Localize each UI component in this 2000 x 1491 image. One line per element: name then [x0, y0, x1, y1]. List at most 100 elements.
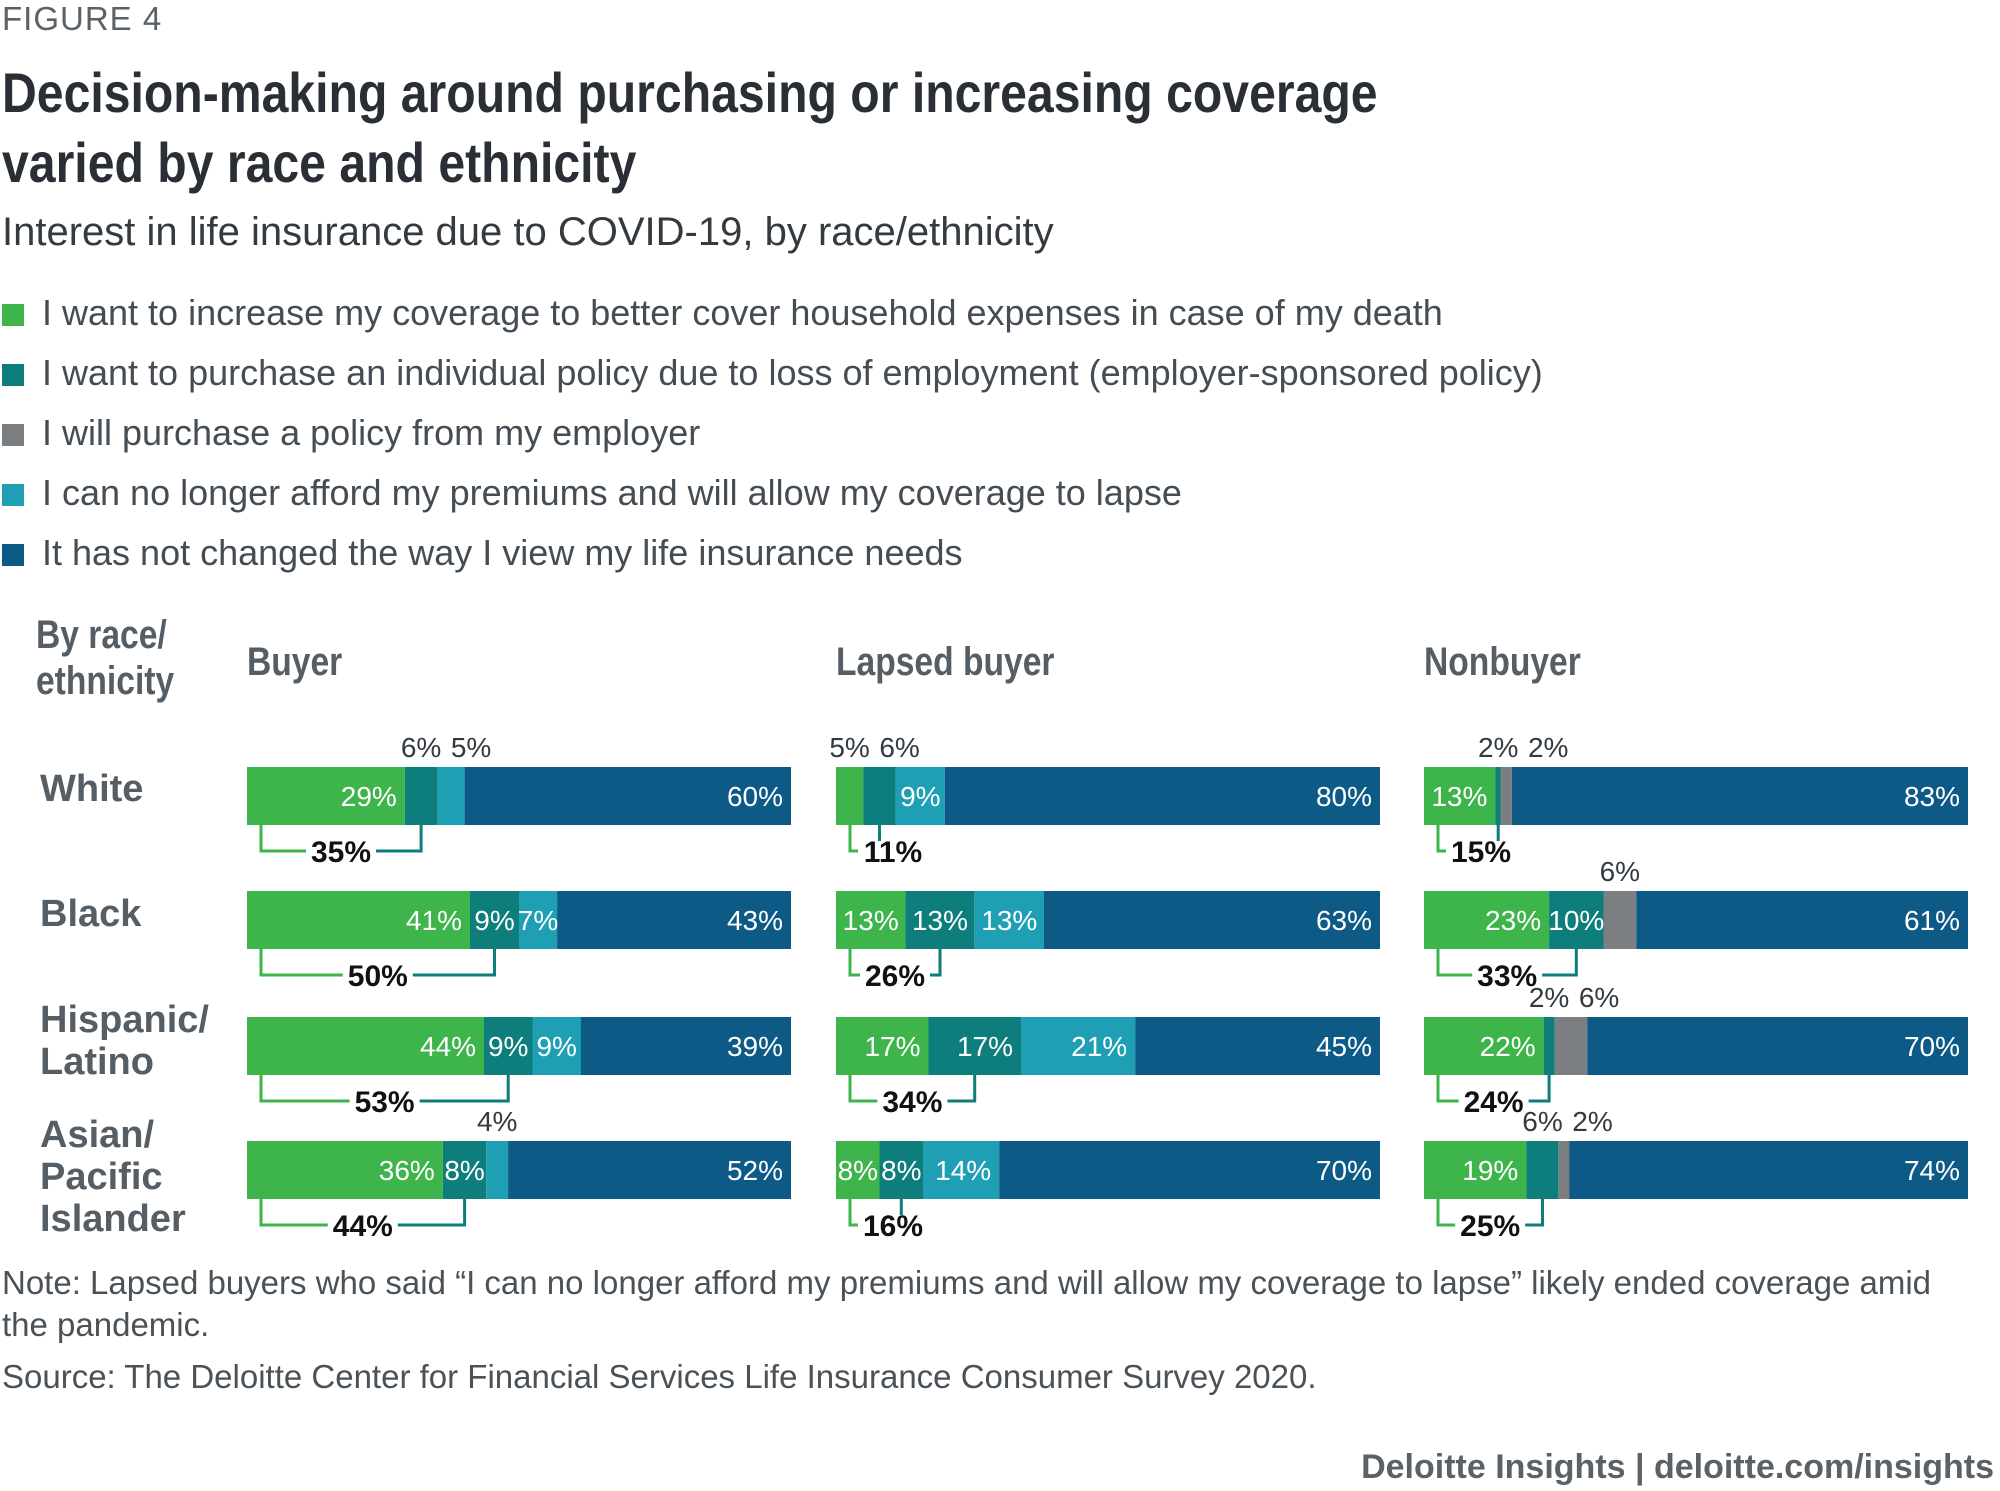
data-label: 29%: [341, 781, 397, 812]
sum-bracket-left: [259, 825, 306, 853]
row-label: White: [40, 768, 144, 810]
data-label: 4%: [477, 1106, 517, 1137]
bar-segment: [484, 1017, 533, 1075]
source-text: Source: The Deloitte Center for Financia…: [2, 1358, 1317, 1395]
sum-bracket-left: [259, 949, 343, 977]
bar-segment: [1021, 1017, 1136, 1075]
data-label: 21%: [1071, 1031, 1127, 1062]
sum-bracket-left: [848, 949, 860, 977]
data-label: 6%: [1522, 1106, 1562, 1137]
legend-swatch: [2, 304, 24, 326]
data-label: 70%: [1316, 1155, 1372, 1186]
bar-segment: [1424, 1141, 1527, 1199]
data-label: 9%: [474, 905, 514, 936]
bar-segment: [863, 767, 896, 825]
data-label: 83%: [1904, 781, 1960, 812]
data-label: 9%: [488, 1031, 528, 1062]
bar-segment: [1424, 1017, 1544, 1075]
data-label: 52%: [727, 1155, 783, 1186]
panel-title: Nonbuyer: [1424, 640, 1581, 684]
bar-segment: [580, 1017, 791, 1075]
bar-segment: [1511, 767, 1968, 825]
legend-swatch: [2, 544, 24, 566]
bar-segment: [1558, 1141, 1570, 1199]
bar-segment: [905, 891, 975, 949]
data-label: 9%: [536, 1031, 576, 1062]
row-label: Hispanic/ Latino: [40, 999, 209, 1083]
data-label: 36%: [379, 1155, 435, 1186]
bar-segment: [557, 891, 791, 949]
bar-segment: [944, 767, 1380, 825]
data-label: 74%: [1904, 1155, 1960, 1186]
data-label: 41%: [406, 905, 462, 936]
data-label: 39%: [727, 1031, 783, 1062]
sum-bracket-right: [1525, 1199, 1544, 1227]
legend-label: I can no longer afford my premiums and w…: [42, 472, 1182, 513]
data-label: 80%: [1316, 781, 1372, 812]
bar-segment: [437, 767, 465, 825]
note-text: Note: Lapsed buyers who said “I can no l…: [2, 1264, 1932, 1343]
bar-segment: [247, 1017, 484, 1075]
data-label: 8%: [838, 1155, 878, 1186]
data-label: 5%: [451, 732, 491, 763]
data-label: 2%: [1528, 732, 1568, 763]
sum-bracket-right: [397, 1199, 467, 1227]
legend-label: I will purchase a policy from my employe…: [42, 412, 701, 453]
data-label: 2%: [1572, 1106, 1612, 1137]
bar-segment: [247, 891, 470, 949]
data-label: 8%: [444, 1155, 484, 1186]
bar-segment: [247, 1141, 443, 1199]
sum-bracket-right: [930, 949, 942, 977]
data-label: 13%: [1431, 781, 1487, 812]
bar-segment: [999, 1141, 1380, 1199]
sum-label: 11%: [864, 836, 922, 869]
data-label: 13%: [843, 905, 899, 936]
sum-bracket-left: [1436, 1199, 1456, 1227]
bar-segment: [836, 1141, 880, 1199]
sum-label: 26%: [865, 960, 925, 993]
data-label: 5%: [829, 732, 869, 763]
bar-segment: [1135, 1017, 1380, 1075]
sum-label: 53%: [355, 1086, 415, 1119]
sum-bracket-right: [947, 1075, 977, 1103]
sum-bracket-left: [848, 1075, 878, 1103]
sum-bracket-left: [259, 1075, 350, 1103]
data-label: 17%: [864, 1031, 920, 1062]
data-label: 6%: [879, 732, 919, 763]
data-label: 8%: [881, 1155, 921, 1186]
figure-label: FIGURE 4: [2, 0, 163, 37]
legend-swatch: [2, 364, 24, 386]
data-label: 43%: [727, 905, 783, 936]
sum-bracket-right: [1528, 1075, 1551, 1103]
sum-bracket-left: [848, 825, 858, 853]
sum-label: 25%: [1460, 1210, 1520, 1243]
row-label: Black: [40, 893, 142, 935]
bar-segment: [464, 767, 791, 825]
bar-segment: [1495, 767, 1501, 825]
sum-bracket-left: [848, 1199, 858, 1227]
bar-segment: [1526, 1141, 1559, 1199]
branding: Deloitte Insights | deloitte.com/insight…: [1361, 1448, 1994, 1486]
sum-label: 16%: [863, 1210, 923, 1243]
sum-label: 35%: [311, 836, 371, 869]
data-label: 7%: [518, 905, 558, 936]
data-label: 19%: [1462, 1155, 1518, 1186]
bar-segment: [836, 891, 906, 949]
bar-segment: [486, 1141, 509, 1199]
bar-segment: [470, 891, 519, 949]
sum-label: 24%: [1464, 1086, 1524, 1119]
bar-segment: [1554, 1017, 1588, 1075]
data-label: 10%: [1548, 905, 1604, 936]
chart-title: Decision-making around purchasing or inc…: [2, 61, 1378, 194]
bar-segment: [247, 767, 405, 825]
bar-segment: [442, 1141, 487, 1199]
data-label: 13%: [981, 905, 1037, 936]
sum-label: 33%: [1477, 960, 1537, 993]
bar-segment: [974, 891, 1044, 949]
legend-swatch: [2, 484, 24, 506]
data-label: 6%: [1600, 856, 1640, 887]
data-label: 61%: [1904, 905, 1960, 936]
bar-segment: [404, 767, 438, 825]
legend-swatch: [2, 424, 24, 446]
data-label: 2%: [1529, 982, 1569, 1013]
